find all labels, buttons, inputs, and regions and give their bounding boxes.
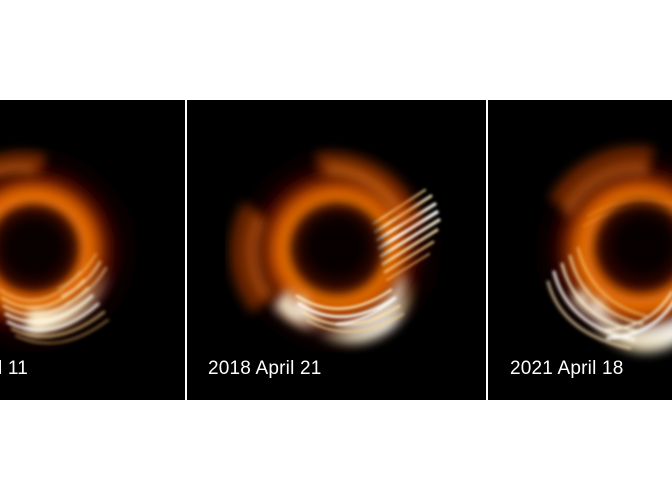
panel-epoch-2[interactable]: 2018 April 21 [187,100,486,400]
panel-label-epoch-2: 2018 April 21 [208,358,322,379]
panel-label-epoch-3: 2021 April 18 [510,358,624,379]
black-hole-svg-1 [0,100,185,400]
panel-label-epoch-1: l 11 [0,358,29,379]
black-hole-svg-2 [187,100,486,400]
panel-epoch-1[interactable]: l 11 [0,100,185,400]
panel-divider-1 [185,100,187,400]
panel-divider-2 [486,100,488,400]
black-hole-image-3 [488,100,672,400]
black-hole-image-2 [187,100,486,400]
panel-strip: l 11 [0,100,672,400]
black-hole-svg-3 [488,100,672,400]
black-hole-image-1 [0,100,185,400]
panel-epoch-3[interactable]: 2021 April 18 [488,100,672,400]
